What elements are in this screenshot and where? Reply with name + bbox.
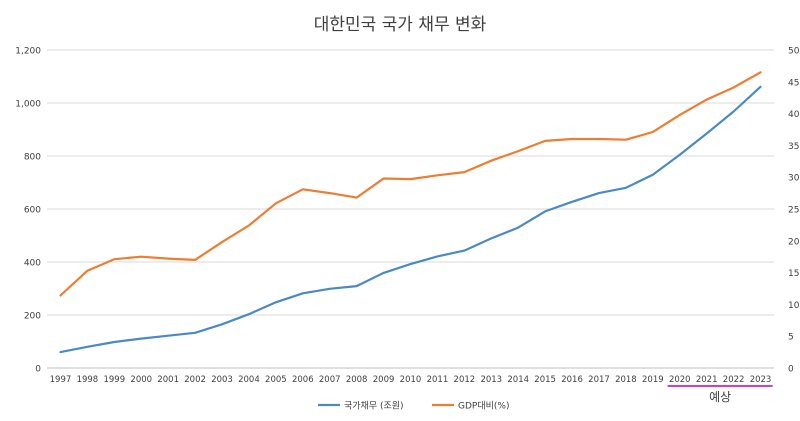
y-right-tick-label: 5 (788, 333, 794, 343)
x-tick-label: 2000 (130, 375, 152, 385)
x-tick-label: 2011 (427, 375, 449, 385)
x-tick-label: 1997 (50, 375, 72, 385)
x-tick-label: 2003 (211, 375, 233, 385)
x-tick-label: 1998 (77, 375, 99, 385)
x-tick-label: 2014 (507, 375, 529, 385)
x-tick-label: 2021 (696, 375, 718, 385)
y-right-tick-label: 0 (788, 365, 794, 375)
x-tick-label: 2002 (184, 375, 206, 385)
x-tick-label: 2007 (319, 375, 341, 385)
y-right-tick-label: 10 (788, 301, 800, 311)
x-tick-label: 2004 (238, 375, 260, 385)
y-left-tick-label: 200 (24, 312, 41, 322)
y-left-tick-label: 800 (24, 153, 41, 163)
y-right-tick-label: 25 (788, 206, 799, 216)
x-tick-label: 2009 (373, 375, 395, 385)
x-tick-label: 2006 (292, 375, 314, 385)
y-left-tick-label: 1,000 (15, 100, 41, 110)
chart-title: 대한민국 국가 채무 변화 (313, 15, 487, 35)
y-left-tick-label: 1,200 (15, 47, 41, 57)
y-right-tick-label: 15 (788, 269, 799, 279)
x-tick-label: 2015 (534, 375, 556, 385)
y-right-tick-label: 40 (788, 110, 800, 120)
x-tick-label: 2001 (157, 375, 179, 385)
legend-label: GDP대비(%) (458, 401, 509, 412)
x-tick-label: 2010 (400, 375, 422, 385)
x-tick-label: 2005 (265, 375, 287, 385)
y-right-tick-label: 45 (788, 78, 799, 88)
y-left-tick-label: 600 (24, 206, 41, 216)
x-tick-label: 2023 (750, 375, 772, 385)
x-tick-label: 2020 (669, 375, 691, 385)
series-line (59, 71, 762, 297)
x-tick-label: 2013 (480, 375, 502, 385)
y-right-tick-label: 50 (788, 47, 800, 57)
y-right-tick-label: 20 (788, 237, 800, 247)
x-tick-label: 2019 (642, 375, 664, 385)
x-tick-label: 2017 (588, 375, 610, 385)
y-left-tick-label: 400 (24, 259, 41, 269)
legend-label: 국가채무 (조원) (344, 401, 404, 412)
y-right-tick-label: 30 (788, 174, 800, 184)
x-tick-label: 2012 (454, 375, 476, 385)
x-tick-label: 2016 (561, 375, 583, 385)
y-left-tick-label: 0 (35, 365, 41, 375)
x-tick-label: 2018 (615, 375, 637, 385)
x-tick-label: 2008 (346, 375, 368, 385)
x-tick-label: 1999 (103, 375, 125, 385)
forecast-label: 예상 (709, 390, 731, 404)
y-right-tick-label: 35 (788, 142, 799, 152)
x-tick-label: 2022 (723, 375, 745, 385)
series-line (59, 85, 762, 354)
